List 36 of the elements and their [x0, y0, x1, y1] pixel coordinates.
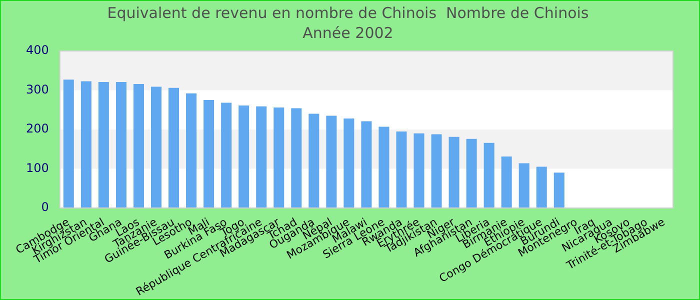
bar	[204, 100, 214, 208]
bar	[414, 133, 424, 208]
bar	[221, 102, 232, 208]
bar	[274, 108, 284, 208]
bar	[326, 116, 337, 208]
bar	[518, 163, 530, 208]
bar	[186, 93, 197, 208]
bar	[431, 134, 442, 208]
bar	[484, 142, 494, 208]
bar	[256, 106, 267, 208]
bar	[98, 82, 109, 208]
bar	[116, 82, 126, 208]
bar	[448, 136, 460, 208]
chart-subtitle: Année 2002	[302, 24, 394, 42]
bar	[536, 166, 547, 208]
bar	[80, 81, 92, 208]
bar	[291, 108, 302, 208]
bar	[554, 172, 564, 208]
y-tick-label: 0	[41, 200, 49, 214]
bar	[133, 84, 144, 208]
bar	[396, 131, 407, 208]
y-tick-label: 100	[26, 160, 49, 175]
bar	[238, 106, 250, 208]
y-tick-label: 200	[26, 122, 49, 136]
y-tick-label: 300	[26, 82, 49, 96]
bar	[150, 86, 162, 208]
y-tick-label: 400	[26, 43, 49, 58]
bar	[308, 114, 320, 208]
bar	[168, 88, 180, 208]
chart-title: Equivalent de revenu en nombre de Chinois Nombre de Chinois	[107, 4, 589, 22]
bar	[63, 80, 74, 208]
bar	[344, 118, 354, 208]
bar	[378, 126, 390, 208]
bar	[361, 121, 372, 208]
bar	[466, 138, 477, 208]
bar	[501, 156, 512, 208]
